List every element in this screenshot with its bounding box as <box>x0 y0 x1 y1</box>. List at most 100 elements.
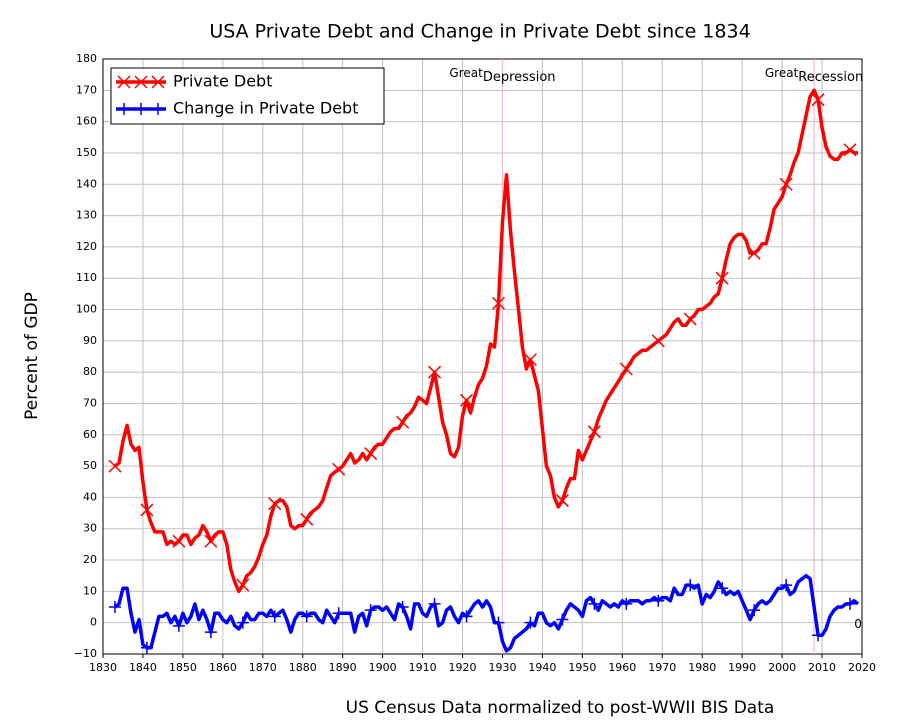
y-tick-label: 170 <box>76 83 97 96</box>
marker <box>780 579 793 592</box>
annotation-label: Great <box>449 66 483 80</box>
marker <box>152 103 164 115</box>
marker <box>204 534 218 548</box>
x-tick-label: 1830 <box>89 661 117 674</box>
marker <box>172 619 185 632</box>
y-tick-label: 0 <box>90 616 97 629</box>
marker <box>332 462 346 476</box>
marker <box>117 75 131 89</box>
x-tick-label: 1920 <box>449 661 477 674</box>
marker <box>151 75 165 89</box>
marker <box>140 641 153 654</box>
marker <box>140 503 154 517</box>
marker <box>172 534 186 548</box>
marker <box>300 512 314 526</box>
marker <box>843 143 857 157</box>
marker <box>236 616 249 629</box>
marker <box>523 353 537 367</box>
y-tick-label: 60 <box>83 428 97 441</box>
marker <box>268 610 281 623</box>
data-line <box>113 573 860 653</box>
x-tick-label: 1890 <box>329 661 357 674</box>
x-tick-label: 2000 <box>768 661 796 674</box>
legend: Private Debt Change in Private Debt <box>110 67 385 125</box>
x-tick-label: 1970 <box>648 661 676 674</box>
y-tick-label: 40 <box>83 490 97 503</box>
marker <box>492 616 505 629</box>
annotation-sub: Depression <box>483 70 556 85</box>
marker <box>844 597 857 610</box>
marker <box>748 604 761 617</box>
x-tick-label: 1960 <box>608 661 636 674</box>
x-tick-label: 1900 <box>369 661 397 674</box>
y-tick-label: 10 <box>83 584 97 597</box>
marker <box>108 601 121 614</box>
data-line <box>113 88 858 594</box>
y-tick-label: 160 <box>76 115 97 128</box>
y-tick-label: −10 <box>74 647 97 660</box>
marker <box>460 610 473 623</box>
annotation-text: GreatDepression <box>449 66 555 85</box>
marker <box>812 629 825 642</box>
y-tick-label: 80 <box>83 365 97 378</box>
y-tick-label: 100 <box>76 303 97 316</box>
y-tick-label: 30 <box>83 522 97 535</box>
y-tick-label: 150 <box>76 146 97 159</box>
marker <box>619 362 633 376</box>
y-tick-label: 140 <box>76 177 97 190</box>
marker <box>747 246 761 260</box>
marker <box>134 75 148 89</box>
y-tick-label: 20 <box>83 553 97 566</box>
y-tick-label: 110 <box>76 271 97 284</box>
x-tick-label: 1980 <box>688 661 716 674</box>
marker <box>491 296 506 310</box>
y-tick-label: 180 <box>76 52 97 65</box>
marker <box>236 578 250 592</box>
marker <box>715 271 729 285</box>
chart-title: USA Private Debt and Change in Private D… <box>209 21 750 43</box>
marker <box>108 459 122 473</box>
x-tick-label: 1840 <box>129 661 157 674</box>
marker <box>268 497 282 511</box>
legend-label: Private Debt <box>173 72 272 91</box>
marker <box>716 582 729 595</box>
y-tick-label: 70 <box>83 396 97 409</box>
x-tick-label: 1850 <box>169 661 197 674</box>
y-tick-label: 130 <box>76 209 97 222</box>
marker <box>683 312 697 326</box>
marker <box>587 425 601 439</box>
y-tick-label: 90 <box>83 334 97 347</box>
marker <box>396 415 410 429</box>
marker <box>396 601 409 614</box>
x-tick-label: 1990 <box>728 661 756 674</box>
y-tick-label: 120 <box>76 240 97 253</box>
legend-label: Change in Private Debt <box>173 99 358 118</box>
x-axis-label: US Census Data normalized to post-WWII B… <box>346 698 775 718</box>
x-tick-label: 2010 <box>808 661 836 674</box>
marker <box>428 365 442 379</box>
marker <box>118 103 130 115</box>
annotation-sub: Recession <box>798 70 863 85</box>
y-axis-label: Percent of GDP <box>22 292 42 420</box>
x-tick-label: 1880 <box>289 661 317 674</box>
marker <box>652 594 665 607</box>
marker <box>651 334 665 348</box>
x-tick-label: 1870 <box>249 661 277 674</box>
marker <box>300 610 313 623</box>
marker <box>135 103 147 115</box>
marker <box>364 447 378 461</box>
x-tick-label: 1950 <box>568 661 596 674</box>
end-label: 0 <box>854 617 862 631</box>
marker <box>779 177 793 191</box>
x-tick-label: 1930 <box>488 661 516 674</box>
annotation-text: GreatRecession <box>765 66 863 85</box>
x-tick-label: 1860 <box>209 661 237 674</box>
marker <box>588 597 601 610</box>
x-tick-label: 2020 <box>848 661 876 674</box>
marker <box>556 613 569 626</box>
legend-box <box>110 67 385 125</box>
marker <box>364 604 377 617</box>
x-tick-label: 1940 <box>528 661 556 674</box>
marker <box>555 494 569 508</box>
